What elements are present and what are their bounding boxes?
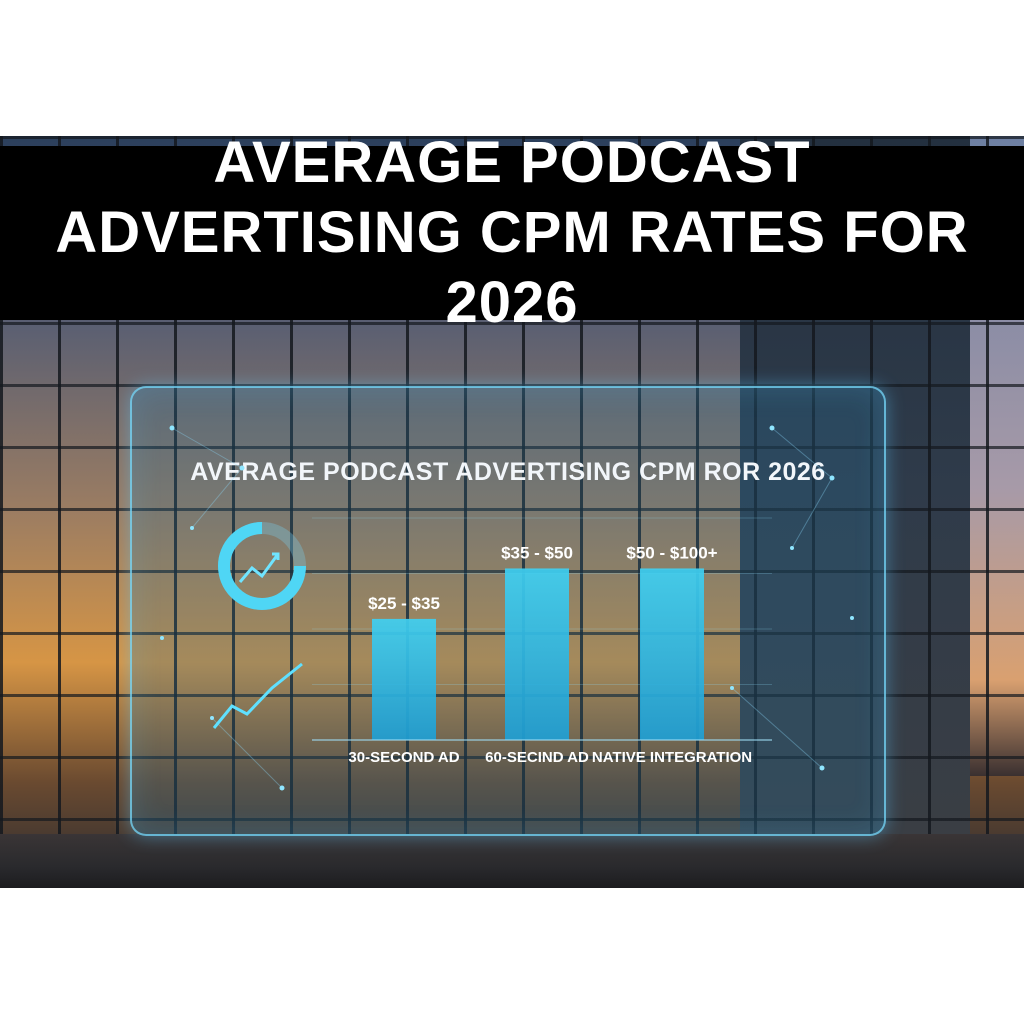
category-label-1: 60-SECIND AD <box>485 749 589 766</box>
bar-0 <box>372 618 436 740</box>
value-label-2: $50 - $100+ <box>626 543 717 562</box>
bar-chart: $25 - $35 $35 - $50 $50 - $100+ 30-SECOND … <box>160 425 854 791</box>
bars <box>372 568 704 740</box>
category-label-2: NATIVE INTEGRATION <box>592 749 752 766</box>
chart-panel: AVERAGE PODCAST ADVERTISING CPM ROR 2026 <box>130 386 886 836</box>
category-labels: 30-SECOND AD 60-SECIND AD NATIVE INTEGRATI… <box>348 749 752 766</box>
value-label-0: $25 - $35 <box>368 594 440 613</box>
trend-line-icon <box>212 662 303 729</box>
bar-2 <box>640 568 704 740</box>
street-ground <box>0 834 1024 888</box>
chart-title: AVERAGE PODCAST ADVERTISING CPM ROR 2026 <box>190 458 826 486</box>
page-title: AVERAGE PODCAST ADVERTISING CPM RATES FO… <box>55 130 969 335</box>
decor-network <box>171 427 833 789</box>
category-label-0: 30-SECOND AD <box>348 749 459 766</box>
value-labels: $25 - $35 $35 - $50 $50 - $100+ <box>368 543 718 612</box>
donut-growth-icon <box>218 522 306 610</box>
bar-1 <box>505 568 569 740</box>
decor-dots <box>160 425 854 791</box>
value-label-1: $35 - $50 <box>501 543 573 562</box>
title-banner: AVERAGE PODCAST ADVERTISING CPM RATES FO… <box>0 130 1024 335</box>
